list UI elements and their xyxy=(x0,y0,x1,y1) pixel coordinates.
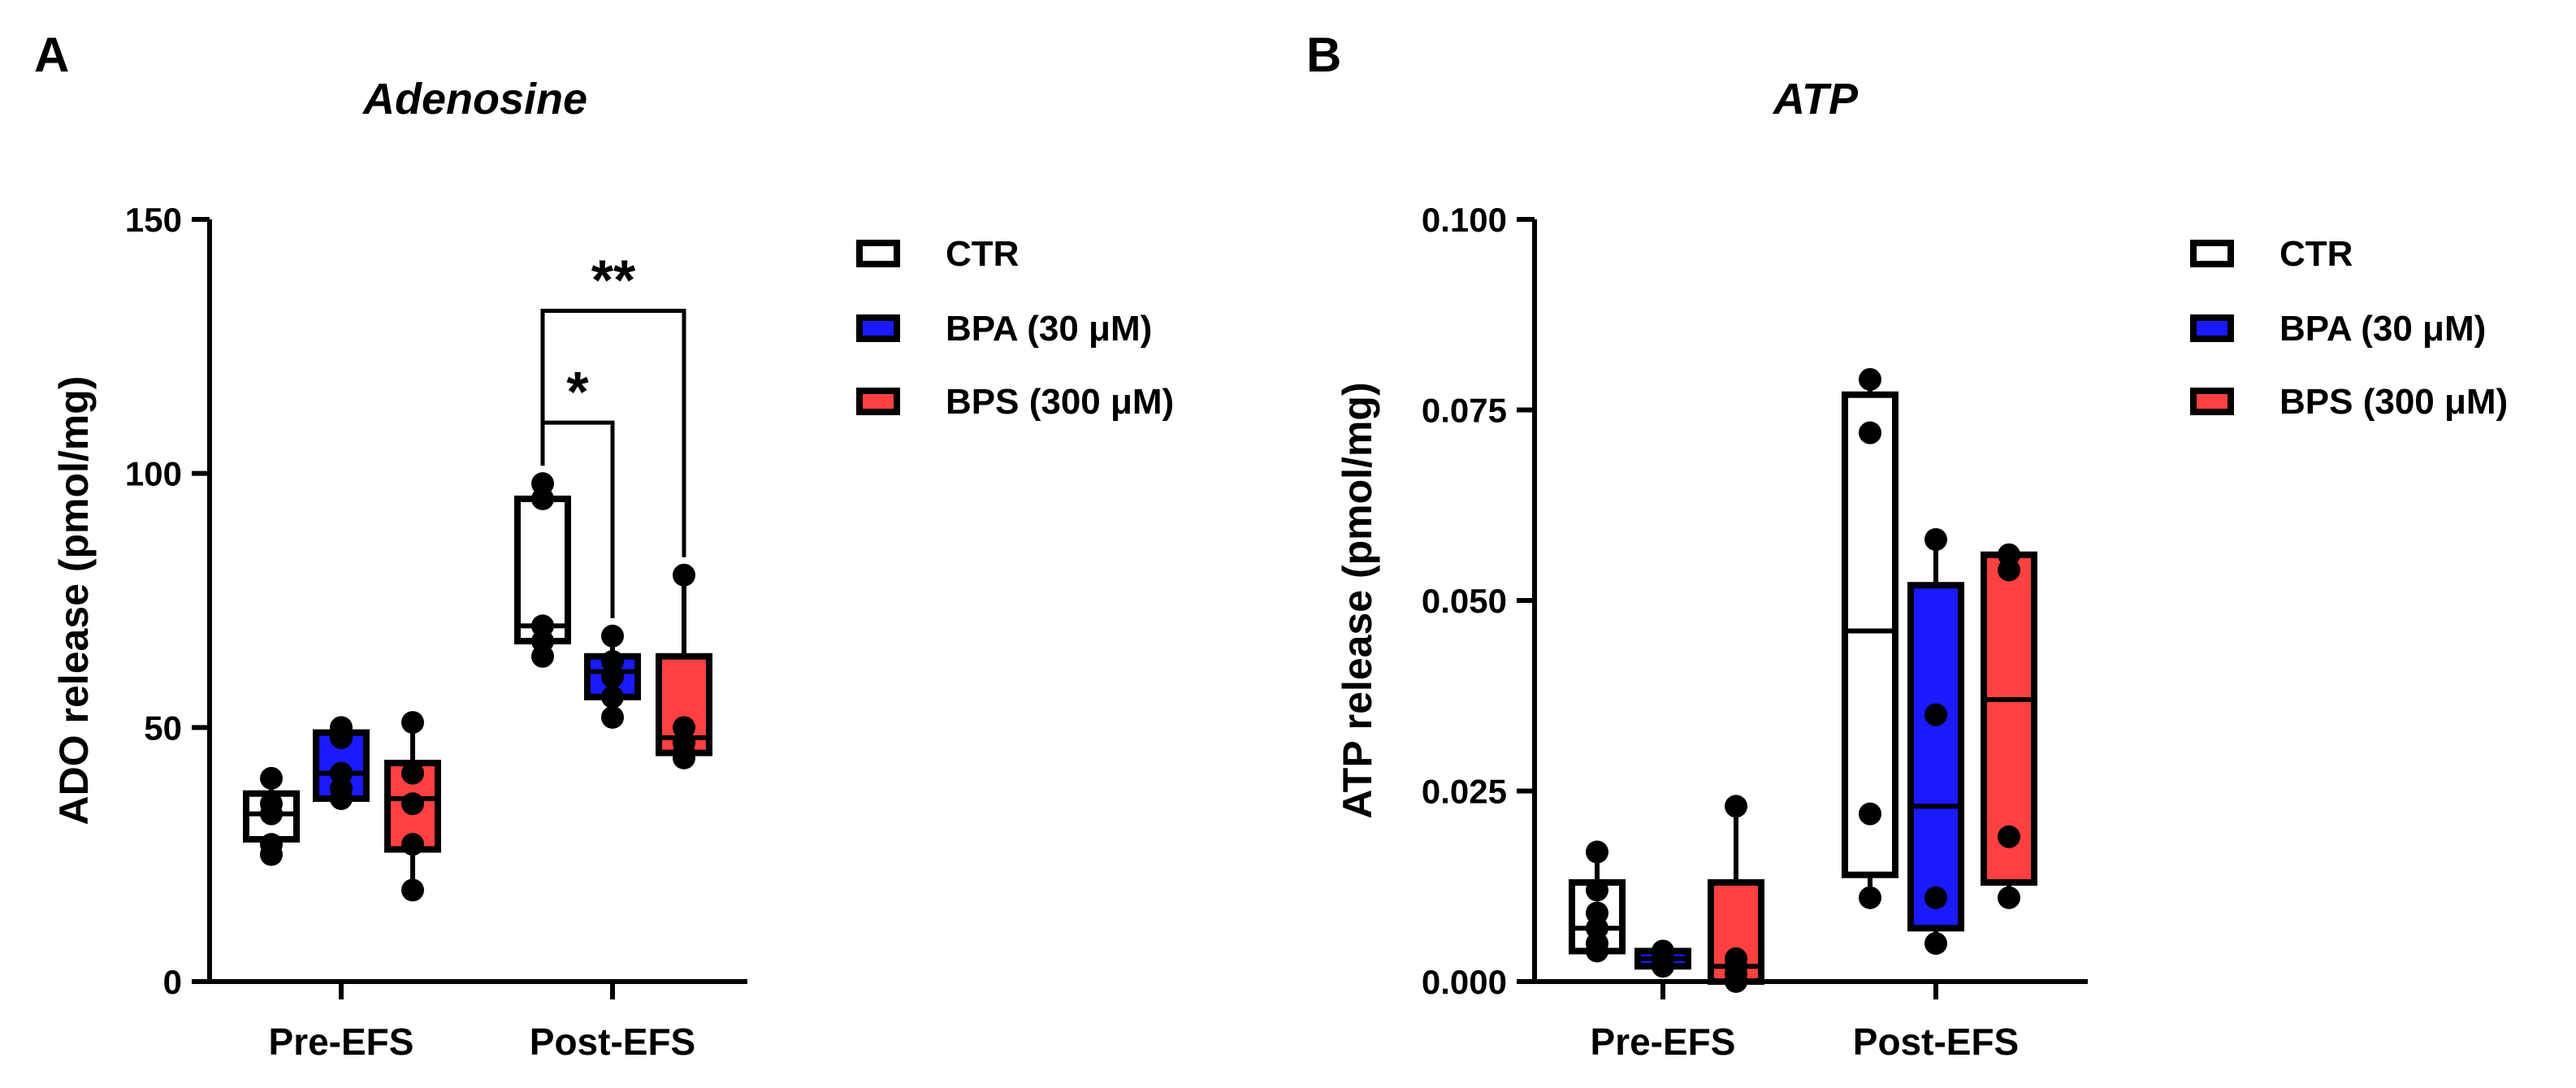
legend-item: CTR xyxy=(2190,234,2353,274)
legend-swatch xyxy=(2190,388,2234,415)
data-point xyxy=(401,792,424,816)
legend-swatch xyxy=(2190,240,2234,267)
legend-item: BPS (300 μM) xyxy=(2190,382,2508,422)
legend-item: BPA (30 μM) xyxy=(856,309,1152,349)
data-point xyxy=(1859,802,1881,826)
box-ctr xyxy=(243,766,300,866)
bracket-line xyxy=(540,309,686,557)
legend-label: CTR xyxy=(2279,234,2353,274)
data-point xyxy=(1859,421,1881,444)
data-point xyxy=(1586,878,1608,902)
legend-swatch xyxy=(856,314,900,342)
chart-title: Adenosine xyxy=(362,75,587,124)
chart-title: ATP xyxy=(1772,75,1859,124)
legend-label: BPA (30 μM) xyxy=(2279,309,2486,349)
significance-label: ** xyxy=(591,249,636,312)
box-bps xyxy=(1981,543,2037,909)
data-point xyxy=(401,711,424,735)
y-axis-label: ATP release (pmol/mg) xyxy=(1335,382,1380,818)
data-point xyxy=(601,685,624,709)
legend-swatch xyxy=(2190,314,2234,342)
y-tick-label: 0.075 xyxy=(1422,392,1507,430)
panel-letter: B xyxy=(1306,28,1341,82)
y-tick-label: 0.000 xyxy=(1422,963,1507,1001)
data-point xyxy=(1924,703,1947,726)
data-point xyxy=(1998,825,2020,848)
y-axis-label: ADO release (pmol/mg) xyxy=(51,376,97,826)
y-tick-label: 50 xyxy=(144,709,182,747)
data-point xyxy=(531,472,554,496)
x-category-label: Pre-EFS xyxy=(1591,1021,1736,1063)
data-point xyxy=(401,878,424,902)
data-point xyxy=(1924,886,1947,909)
box-ctr xyxy=(514,472,571,668)
x-category-label: Post-EFS xyxy=(1853,1021,2019,1063)
data-point xyxy=(330,761,353,785)
y-tick-label: 0.050 xyxy=(1422,582,1507,620)
y-tick-label: 0.025 xyxy=(1422,773,1507,811)
data-point xyxy=(601,705,624,729)
box-bps xyxy=(384,711,441,902)
x-category-label: Pre-EFS xyxy=(269,1021,414,1063)
data-point xyxy=(1586,901,1608,925)
data-point xyxy=(260,792,283,816)
data-point xyxy=(1859,367,1881,391)
box-bps xyxy=(656,563,712,769)
box-ctr xyxy=(1569,840,1626,963)
data-point xyxy=(1725,795,1747,818)
data-point xyxy=(601,624,624,648)
data-point xyxy=(401,833,424,856)
panel-letter: A xyxy=(34,28,69,82)
legend-label: BPA (30 μM) xyxy=(946,309,1152,349)
data-point xyxy=(401,761,424,785)
data-point xyxy=(601,650,624,674)
legend-label: CTR xyxy=(946,234,1019,274)
data-point xyxy=(1859,886,1881,909)
box-bpa xyxy=(313,716,370,810)
data-point xyxy=(1652,939,1674,963)
significance-bracket: ** xyxy=(540,249,686,557)
chart-panel-a: A Adenosine ADO release (pmol/mg) 0 50 100 150… xyxy=(34,28,1174,1063)
data-point xyxy=(673,563,695,587)
box-ctr xyxy=(1842,367,1898,909)
legend-swatch xyxy=(856,388,900,415)
x-category-label: Post-EFS xyxy=(530,1021,695,1063)
data-point xyxy=(1725,947,1747,970)
y-tick-label: 0.100 xyxy=(1422,201,1507,239)
legend-item: BPA (30 μM) xyxy=(2190,309,2486,349)
data-point xyxy=(260,833,283,856)
data-point xyxy=(531,614,554,638)
legend-item: CTR xyxy=(856,234,1019,274)
legend-item: BPS (300 μM) xyxy=(856,382,1174,422)
legend-label: BPS (300 μM) xyxy=(946,382,1174,422)
legend-label: BPS (300 μM) xyxy=(2279,382,2508,422)
data-point xyxy=(1998,543,2020,566)
data-point xyxy=(1924,527,1947,551)
data-point xyxy=(1924,932,1947,956)
y-tick-label: 100 xyxy=(125,455,182,493)
data-point xyxy=(260,766,283,790)
data-point xyxy=(1998,886,2020,909)
box-bps xyxy=(1708,795,1764,993)
chart-panel-b: B ATP ATP release (pmol/mg) 0.000 0.025 0.050… xyxy=(1306,28,2508,1063)
box-bpa xyxy=(1634,939,1691,978)
significance-label: * xyxy=(566,360,589,423)
box-bpa xyxy=(1907,527,1964,956)
data-point xyxy=(330,716,353,739)
box-body xyxy=(1907,582,1964,932)
y-tick-label: 0 xyxy=(163,963,182,1001)
y-tick-label: 150 xyxy=(125,201,182,239)
data-point xyxy=(673,716,695,739)
data-point xyxy=(1586,840,1608,864)
legend-swatch xyxy=(856,240,900,267)
box-bpa xyxy=(584,624,641,729)
box-body xyxy=(1842,391,1898,878)
